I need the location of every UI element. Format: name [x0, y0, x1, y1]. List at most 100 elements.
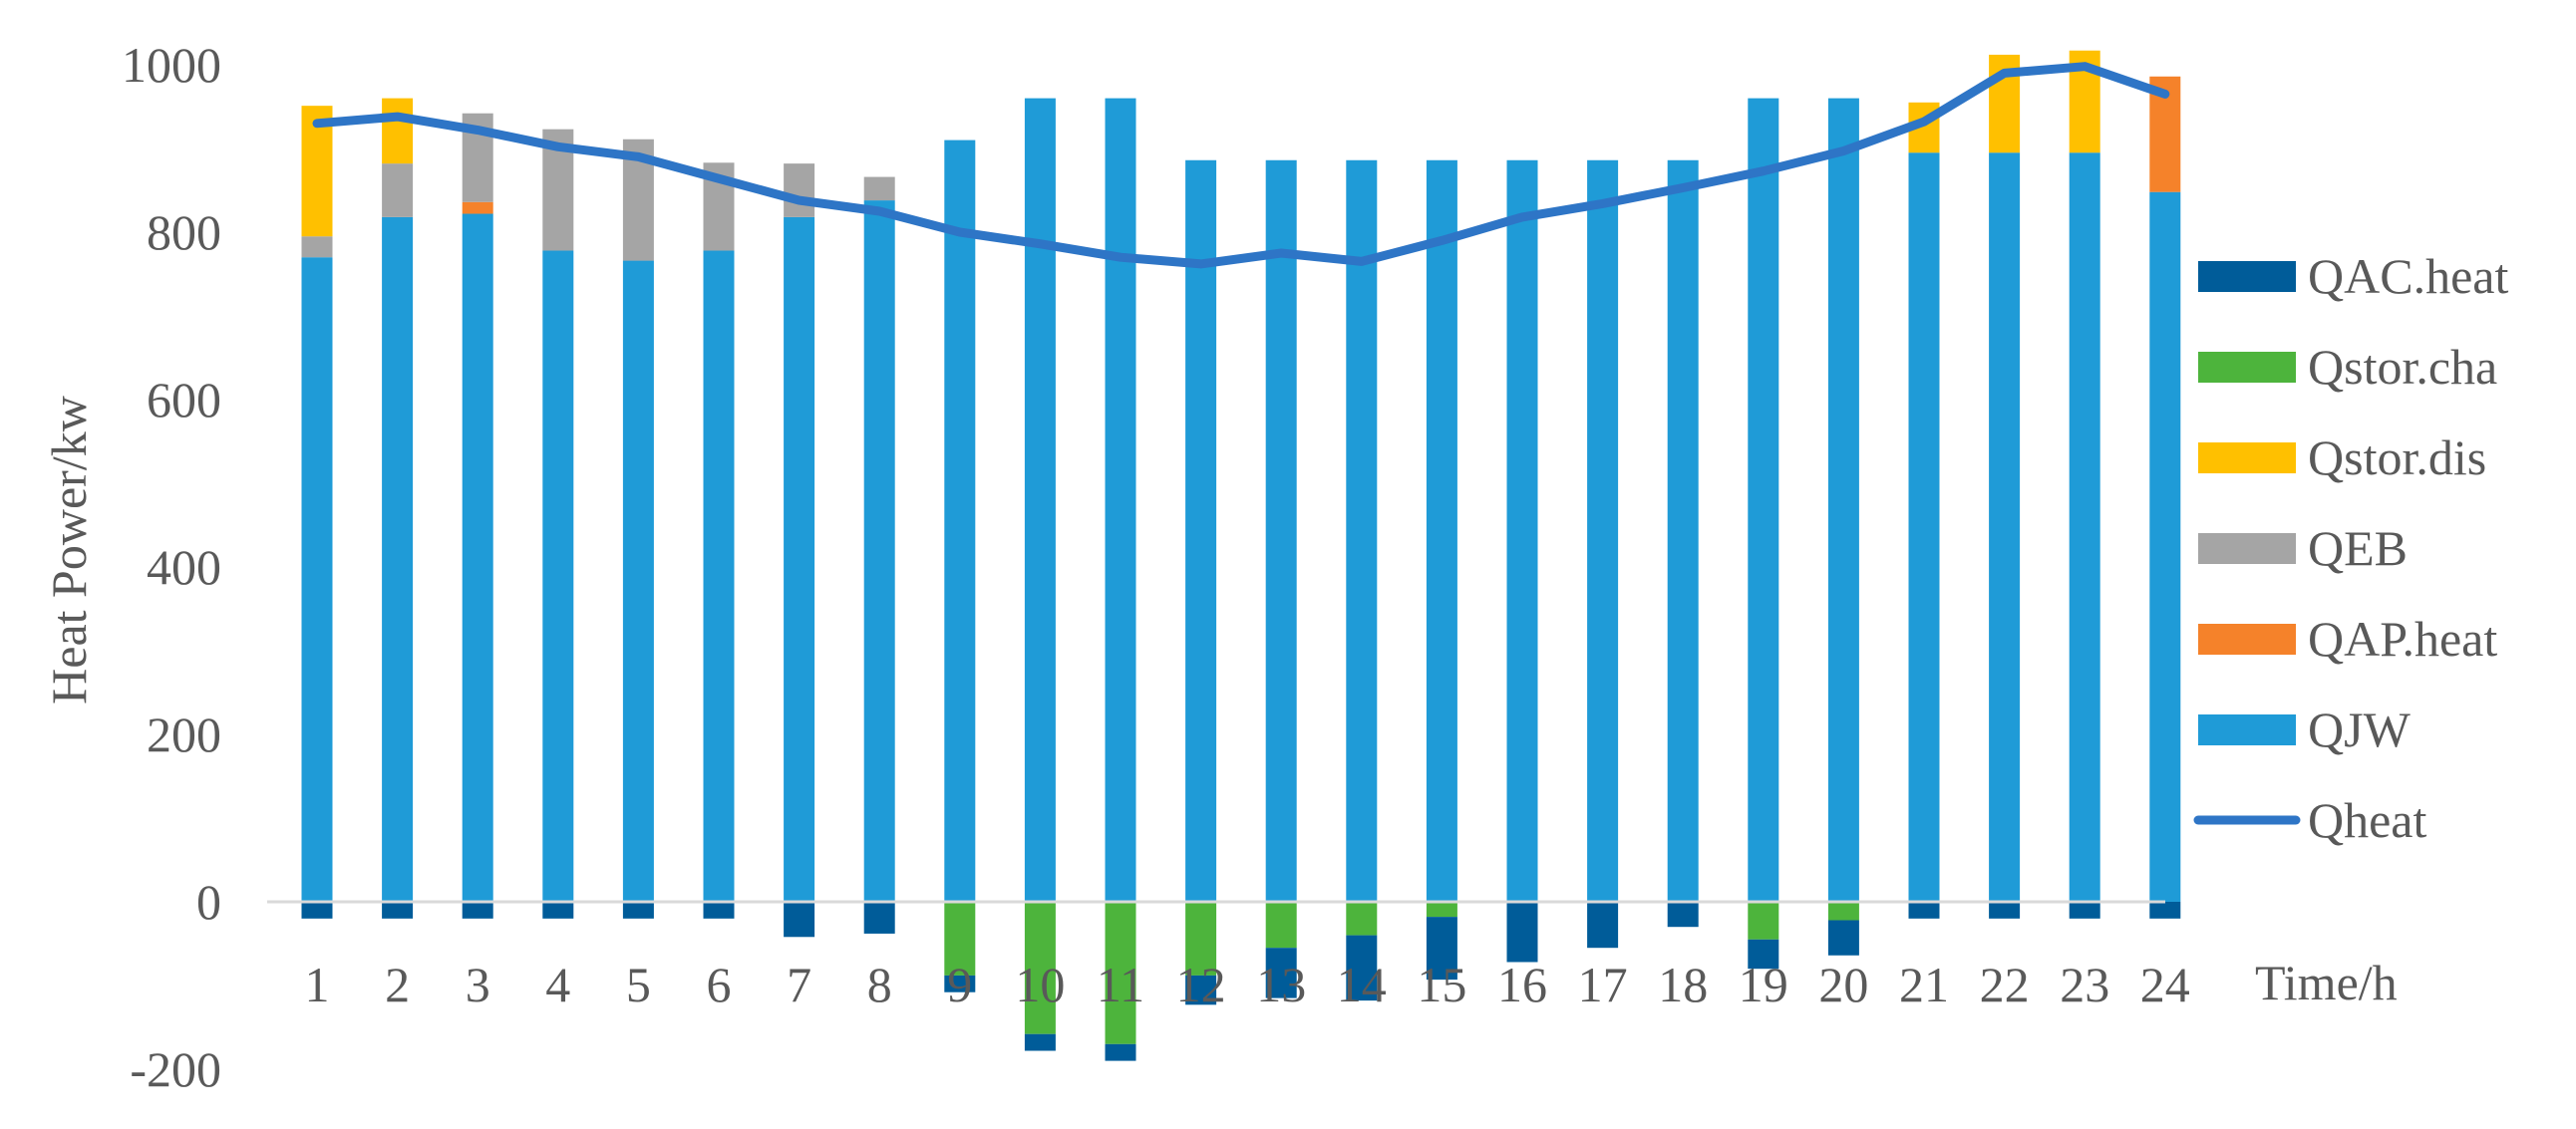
bar-qjw-12 — [1185, 159, 1217, 902]
bar-qjw-19 — [1748, 98, 1779, 903]
legend-swatch — [2198, 261, 2296, 292]
bars-layer — [301, 50, 2181, 1061]
bar-qeb-2 — [382, 163, 414, 217]
x-tick-label: 21 — [1899, 957, 1949, 1012]
legend-label: QAC.heat — [2308, 248, 2508, 304]
legend: QAC.heat Qstor.cha Qstor.dis QEB QAP.heat QJW… — [2193, 248, 2508, 848]
bar-qjw-2 — [382, 216, 414, 902]
x-tick-label: 11 — [1097, 957, 1144, 1012]
legend-label: Qheat — [2308, 792, 2426, 848]
bar-qstor-cha-9 — [944, 902, 976, 976]
x-tick-label: 22 — [1980, 957, 2030, 1012]
bar-qac-heat-4 — [542, 902, 574, 919]
legend-item-qstor-dis: Qstor.dis — [2198, 429, 2486, 485]
legend-item-qstor-cha: Qstor.cha — [2198, 339, 2497, 395]
x-axis-ticks: 1 2 3 4 5 6 7 8 9 10 11 12 13 14 15 16 17 18 19 20 21 22 23 24 — [305, 957, 2190, 1012]
bar-qjw-23 — [2069, 152, 2100, 902]
y-tick-label: 400 — [147, 539, 221, 595]
x-tick-label: 9 — [947, 957, 972, 1012]
bar-qac-heat-21 — [1908, 902, 1940, 919]
y-tick-label: -200 — [130, 1041, 221, 1097]
x-tick-label: 13 — [1256, 957, 1306, 1012]
bar-qjw-7 — [784, 216, 815, 902]
bar-qstor-cha-13 — [1265, 902, 1297, 949]
bar-qstor-cha-19 — [1748, 902, 1779, 940]
bar-qac-heat-13 — [1265, 948, 1297, 998]
legend-item-qac-heat: QAC.heat — [2198, 248, 2508, 304]
bar-qac-heat-22 — [1989, 902, 2021, 919]
legend-label: QAP.heat — [2308, 611, 2497, 667]
legend-swatch — [2198, 624, 2296, 655]
legend-item-qjw: QJW — [2198, 702, 2412, 757]
bar-qjw-9 — [944, 140, 976, 903]
x-tick-label: 2 — [385, 957, 410, 1012]
x-tick-label: 1 — [305, 957, 330, 1012]
bar-qjw-20 — [1827, 98, 1859, 903]
x-tick-label: 19 — [1739, 957, 1788, 1012]
bar-qeb-1 — [301, 236, 333, 258]
bar-qac-heat-5 — [622, 902, 654, 919]
bar-qac-heat-10 — [1024, 1033, 1056, 1051]
x-tick-label: 5 — [626, 957, 651, 1012]
bar-qjw-18 — [1667, 159, 1699, 902]
bar-qjw-15 — [1426, 159, 1457, 902]
bar-qstor-dis-2 — [382, 98, 414, 164]
bar-qjw-3 — [462, 213, 493, 902]
bar-qjw-4 — [542, 250, 574, 903]
legend-item-qeb: QEB — [2198, 520, 2408, 576]
bar-qjw-13 — [1265, 159, 1297, 902]
bar-qac-heat-18 — [1667, 902, 1699, 928]
bar-qjw-14 — [1346, 159, 1378, 902]
bar-qac-heat-12 — [1185, 975, 1217, 1005]
legend-swatch — [2198, 352, 2296, 383]
bar-qstor-cha-11 — [1105, 902, 1136, 1044]
x-tick-label: 18 — [1658, 957, 1708, 1012]
bar-qjw-6 — [703, 250, 735, 903]
y-tick-label: 0 — [196, 874, 221, 930]
line-layer — [312, 62, 2170, 269]
legend-item-qap-heat: QAP.heat — [2198, 611, 2497, 667]
bar-qac-heat-11 — [1105, 1043, 1136, 1061]
y-axis-ticks: -200 0 200 400 600 800 1000 — [122, 37, 221, 1097]
bar-qeb-8 — [863, 176, 895, 201]
y-tick-label: 800 — [147, 204, 221, 260]
legend-swatch — [2198, 442, 2296, 473]
bar-qac-heat-2 — [382, 902, 414, 919]
bar-qac-heat-6 — [703, 902, 735, 919]
legend-label: QEB — [2308, 520, 2408, 576]
x-tick-label: 4 — [545, 957, 570, 1012]
bar-qjw-24 — [2149, 191, 2181, 902]
bar-qstor-cha-14 — [1346, 902, 1378, 936]
bar-qac-heat-23 — [2069, 902, 2100, 919]
bar-qjw-16 — [1506, 159, 1538, 902]
line-qheat — [312, 62, 2170, 269]
x-tick-label: 20 — [1818, 957, 1868, 1012]
y-axis-label: Heat Power/kw — [41, 396, 97, 705]
legend-label: Qstor.cha — [2308, 339, 2497, 395]
bar-qjw-17 — [1587, 159, 1619, 902]
x-tick-label: 14 — [1337, 957, 1387, 1012]
legend-label: QJW — [2308, 702, 2412, 757]
x-tick-label: 7 — [787, 957, 811, 1012]
legend-label: Qstor.dis — [2308, 429, 2486, 485]
bar-qjw-8 — [863, 200, 895, 902]
bar-qac-heat-7 — [784, 902, 815, 938]
bar-qstor-cha-15 — [1426, 902, 1457, 918]
bar-qac-heat-9 — [944, 975, 976, 992]
legend-item-qheat: Qheat — [2193, 792, 2426, 848]
bar-qac-heat-20 — [1827, 920, 1859, 956]
bar-qstor-cha-12 — [1185, 902, 1217, 976]
bar-qstor-cha-10 — [1024, 902, 1056, 1034]
bar-qac-heat-8 — [863, 902, 895, 934]
bar-qeb-7 — [784, 163, 815, 217]
bar-qac-heat-14 — [1346, 935, 1378, 1001]
x-tick-label: 12 — [1176, 957, 1226, 1012]
bar-qjw-11 — [1105, 98, 1136, 903]
x-tick-label: 24 — [2140, 957, 2190, 1012]
bar-qap-heat-3 — [462, 201, 493, 214]
y-tick-label: 600 — [147, 372, 221, 427]
bar-qac-heat-15 — [1426, 917, 1457, 981]
bar-qjw-21 — [1908, 152, 1940, 902]
